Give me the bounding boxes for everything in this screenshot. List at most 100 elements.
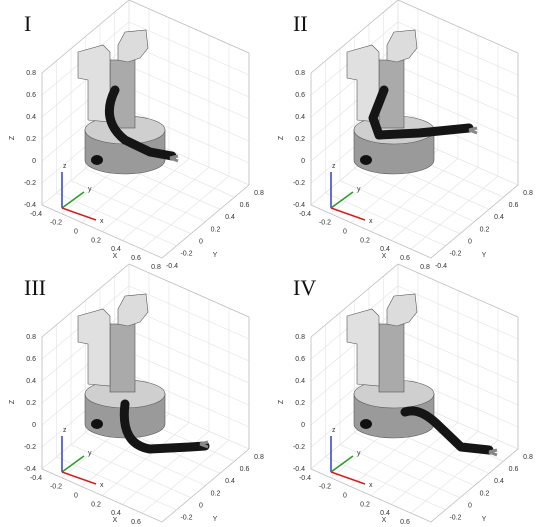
y-tick-label: 0.8 <box>523 190 533 197</box>
x-tick-label: 0.8 <box>420 264 430 271</box>
x-tick-label: -0.4 <box>30 211 42 218</box>
frame-label: z <box>332 163 336 170</box>
z-tick-label: 0.2 <box>295 136 305 143</box>
z-tick-label: 0.6 <box>295 92 305 99</box>
frame-label: z <box>63 163 67 170</box>
y-tick-label: 0 <box>468 239 472 246</box>
panel-label: II <box>293 11 308 36</box>
frame-axis <box>62 456 84 472</box>
robot-base-wheel <box>91 155 103 165</box>
z-tick-label: 0 <box>32 158 36 165</box>
z-tick-label: 0.6 <box>295 356 305 363</box>
frame-label: z <box>63 427 67 434</box>
y-tick-label: -0.4 <box>435 263 447 270</box>
panel-label: IV <box>293 275 316 300</box>
y-tick-label: -0.2 <box>449 251 461 258</box>
y-tick-label: 0.2 <box>211 490 221 497</box>
z-tick-label: -0.2 <box>24 444 36 451</box>
y-tick-label: 0.8 <box>254 190 264 197</box>
z-tick-label: -0.4 <box>293 202 305 209</box>
z-tick-label: -0.2 <box>293 180 305 187</box>
y-axis-label: Y <box>482 516 487 523</box>
frame-axis <box>331 472 365 484</box>
z-tick-label: -0.4 <box>24 202 36 209</box>
y-tick-label: 0.6 <box>509 202 519 209</box>
x-axis-label: X <box>113 253 118 260</box>
x-tick-label: -0.2 <box>50 484 62 491</box>
y-tick-label: -0.2 <box>180 251 192 258</box>
y-tick-label: 0.6 <box>240 466 250 473</box>
z-tick-label: 0.4 <box>295 378 305 385</box>
x-tick-label: 0.2 <box>360 237 370 244</box>
frame-label: x <box>100 482 104 489</box>
z-tick-label: 0.6 <box>26 356 36 363</box>
z-tick-label: 0.8 <box>26 334 36 341</box>
y-tick-label: 0.4 <box>494 478 504 485</box>
x-tick-label: -0.4 <box>299 211 311 218</box>
panel: xyz-0.4-0.200.20.40.60.8-0.4-0.200.20.40… <box>278 264 533 527</box>
z-axis-label: Z <box>278 399 285 404</box>
panel: xyz-0.4-0.200.20.40.60.8-0.4-0.200.20.40… <box>9 0 264 271</box>
x-tick-label: 0.6 <box>400 519 410 526</box>
frame-label: y <box>88 450 92 457</box>
z-tick-label: 0 <box>301 422 305 429</box>
z-tick-label: 0.6 <box>26 92 36 99</box>
x-tick-label: -0.4 <box>30 475 42 482</box>
figure: xyz-0.4-0.200.20.40.60.8-0.4-0.200.20.40… <box>0 0 538 527</box>
z-axis-label: Z <box>278 135 285 140</box>
x-tick-label: 0.6 <box>131 255 141 262</box>
robot-torso <box>110 324 135 392</box>
y-tick-label: -0.4 <box>166 263 178 270</box>
x-axis-label: X <box>382 253 387 260</box>
y-tick-label: 0 <box>199 239 203 246</box>
x-tick-label: 0.6 <box>131 519 141 526</box>
robot-base-wheel <box>91 419 103 429</box>
robot-head <box>118 294 148 326</box>
z-axis-label: Z <box>9 135 16 140</box>
y-tick-label: 0.2 <box>480 490 490 497</box>
frame-label: z <box>332 427 336 434</box>
x-axis-label: X <box>113 517 118 524</box>
z-tick-label: 0 <box>32 422 36 429</box>
robot-base-wheel <box>360 155 372 165</box>
frame-axis <box>62 472 96 484</box>
robot-body <box>347 309 379 386</box>
robot-base-wheel <box>360 419 372 429</box>
frame-label: y <box>357 186 361 193</box>
z-tick-label: -0.2 <box>293 444 305 451</box>
y-tick-label: 0 <box>468 503 472 510</box>
y-axis-label: Y <box>213 252 218 259</box>
z-tick-label: 0.2 <box>26 400 36 407</box>
x-tick-label: -0.2 <box>319 220 331 227</box>
z-tick-label: 0 <box>301 158 305 165</box>
panel: xyz-0.4-0.200.20.40.60.8-0.4-0.200.20.40… <box>9 264 264 527</box>
z-tick-label: 0.4 <box>26 378 36 385</box>
x-tick-label: 0 <box>343 229 347 236</box>
y-tick-label: 0.4 <box>225 214 235 221</box>
frame-label: x <box>369 482 373 489</box>
panel-label: III <box>24 275 46 300</box>
y-tick-label: 0.8 <box>254 454 264 461</box>
y-tick-label: -0.2 <box>180 515 192 522</box>
y-tick-label: 0.4 <box>494 214 504 221</box>
z-tick-label: 0.8 <box>295 334 305 341</box>
x-tick-label: -0.2 <box>50 220 62 227</box>
frame-axis <box>62 208 96 220</box>
z-tick-label: 0.4 <box>26 114 36 121</box>
y-tick-label: 0.6 <box>509 466 519 473</box>
x-axis-label: X <box>382 517 387 524</box>
z-tick-label: 0.8 <box>295 70 305 77</box>
y-tick-label: 0.6 <box>240 202 250 209</box>
x-tick-label: 0.2 <box>91 501 101 508</box>
frame-axis <box>331 208 365 220</box>
z-axis-label: Z <box>9 399 16 404</box>
y-tick-label: 0.2 <box>480 226 490 233</box>
frame-label: y <box>357 450 361 457</box>
y-tick-label: -0.2 <box>449 515 461 522</box>
x-tick-label: 0 <box>74 229 78 236</box>
panel-label: I <box>24 11 31 36</box>
y-axis-label: Y <box>213 516 218 523</box>
y-tick-label: 0 <box>199 503 203 510</box>
x-tick-label: 0.8 <box>151 264 161 271</box>
x-tick-label: 0 <box>343 493 347 500</box>
